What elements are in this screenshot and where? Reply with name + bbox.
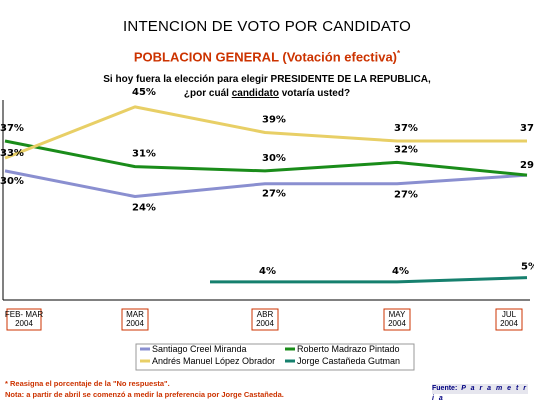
source-brand: P a r a m e t r i a <box>432 385 528 402</box>
source-box: Fuente: P a r a m e t r i a <box>432 384 528 402</box>
question-underlined: candidato <box>231 88 279 99</box>
data-label: 30% <box>0 176 24 187</box>
question-line-1: Si hoy fuera la elección para elegir PRE… <box>103 74 431 85</box>
x-tick-label: FEB- MAR <box>5 310 43 319</box>
x-tick-label: 2004 <box>388 319 406 328</box>
footnote-reassign: * Reasigna el porcentaje de la "No respu… <box>5 379 170 388</box>
data-label: 27% <box>262 189 286 200</box>
data-label: 33% <box>0 148 24 159</box>
legend-label-0: Santiago Creel Miranda <box>152 344 247 354</box>
chart-subtitle: POBLACION GENERAL (Votación efectiva)* <box>0 49 534 64</box>
x-tick-box <box>495 308 523 331</box>
x-tick-label: 2004 <box>500 319 518 328</box>
data-label: 37% <box>0 123 24 134</box>
x-tick-label: JUL <box>502 310 517 319</box>
x-tick-box <box>6 308 42 331</box>
data-label: 4% <box>392 266 409 277</box>
data-label: 37% <box>394 123 418 134</box>
series-line-1 <box>4 139 528 177</box>
data-label: 31% <box>132 149 156 160</box>
x-tick-label: 2004 <box>256 319 274 328</box>
x-tick-label: MAR <box>126 310 144 319</box>
legend-label-2: Andrés Manuel López Obrador <box>152 356 275 366</box>
question-pre: ¿por cuál <box>183 88 229 99</box>
series-line-3 <box>210 276 528 284</box>
x-tick-box <box>383 308 411 331</box>
x-tick-label: MAY <box>389 310 406 319</box>
x-tick-label: 2004 <box>126 319 144 328</box>
data-label: 5% <box>521 262 534 273</box>
question-line-2: ¿por cuál candidato votaría usted? <box>0 87 534 101</box>
data-label: 29% <box>520 160 534 171</box>
data-label: 39% <box>262 114 286 125</box>
series-line-2 <box>4 105 527 160</box>
legend-box <box>135 343 415 371</box>
subtitle-text: POBLACION GENERAL (Votación efectiva) <box>133 49 398 65</box>
source-label: Fuente: <box>432 385 458 392</box>
data-label: 4% <box>259 266 276 277</box>
subtitle-footnote-mark: * <box>397 49 401 58</box>
data-label: 37% <box>520 123 534 134</box>
x-tick-box <box>251 308 279 331</box>
data-label: 32% <box>394 144 418 155</box>
question-post: votaría usted? <box>281 88 351 99</box>
footnote-castaneda: Nota: a partir de abril se comenzó a med… <box>5 390 284 399</box>
x-tick-box <box>121 308 149 331</box>
data-label: 30% <box>262 153 286 164</box>
data-label: 27% <box>394 190 418 201</box>
legend-label-1: Roberto Madrazo Pintado <box>297 344 400 354</box>
series-line-0 <box>4 169 528 199</box>
data-label: 24% <box>132 203 156 214</box>
legend-label-3: Jorge Castañeda Gutman <box>297 356 400 366</box>
x-tick-label: ABR <box>257 310 274 319</box>
x-tick-label: 2004 <box>15 319 33 328</box>
survey-question: Si hoy fuera la elección para elegir PRE… <box>0 73 534 101</box>
data-label: 45% <box>132 87 156 98</box>
chart-title: INTENCION DE VOTO POR CANDIDATO <box>123 18 411 35</box>
